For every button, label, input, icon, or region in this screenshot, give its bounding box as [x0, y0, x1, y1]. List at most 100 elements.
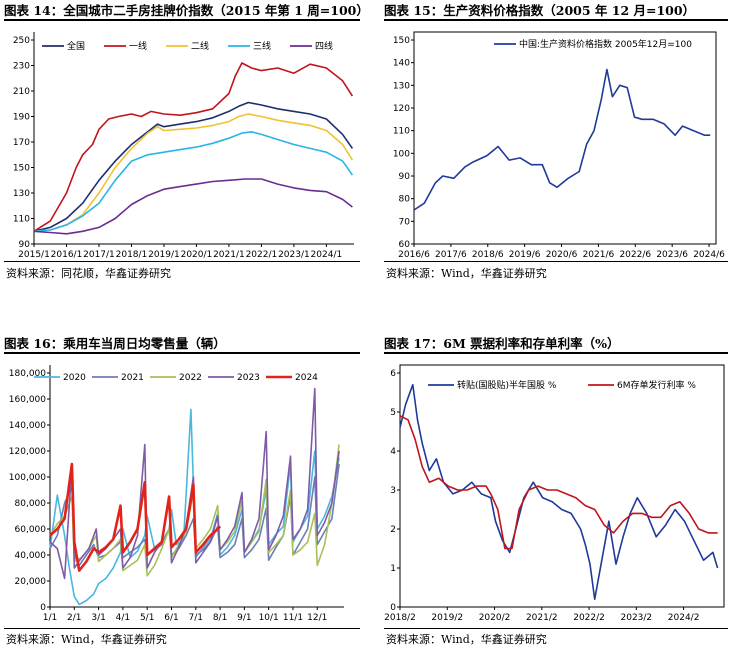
title-rule: [384, 19, 728, 21]
y-tick-label: 120: [393, 104, 410, 114]
x-tick-label: 2020/2: [479, 613, 511, 623]
x-tick-label: 3/1: [91, 613, 105, 623]
legend-label: 转贴(国股贴)半年国股 %: [457, 379, 557, 391]
x-tick-label: 2024/1: [311, 250, 343, 260]
x-tick-label: 2/1: [67, 613, 81, 623]
title-rule: [4, 352, 360, 354]
x-tick-label: 2017/6: [435, 250, 467, 260]
chart-title: 图表 16：乘用车当周日均零售量（辆）: [4, 336, 226, 351]
title-rule: [4, 19, 360, 21]
x-tick-label: 8/1: [213, 613, 227, 623]
series-line-中国:生产资料价格指数 2005年12月=100: [413, 68, 711, 211]
y-tick-label: 110: [13, 215, 30, 225]
chart-panel-16: 图表 16：乘用车当周日均零售量（辆） 0 20,000 40,000 60,000 8…: [4, 333, 360, 652]
y-tick-label: 20,000: [15, 577, 47, 587]
source-rule: [384, 628, 728, 629]
y-tick-label: 6: [390, 369, 396, 379]
source-rule: [384, 261, 728, 262]
source-rule: [4, 628, 360, 629]
chart-title: 图表 17：6M 票据利率和存单利率（%）: [384, 336, 620, 351]
x-tick-label: 2022/6: [619, 250, 651, 260]
x-tick-label: 2018/1: [116, 250, 148, 260]
x-tick-label: 2015/1: [18, 250, 50, 260]
legend-label: 二线: [191, 40, 209, 52]
title-rule: [384, 352, 728, 354]
legend-label: 一线: [129, 40, 147, 52]
line-chart: 0 1 2 3 4 5 6 2018/2 2019/2 2020/2 2021/2 2022/2 202…: [384, 364, 725, 623]
y-tick-label: 60,000: [15, 525, 47, 535]
y-tick-label: 180,000: [9, 369, 46, 379]
x-tick-label: 2019/6: [509, 250, 541, 260]
x-tick-label: 2016/1: [51, 250, 83, 260]
chart-panel-14: 图表 14：全国城市二手房挂牌价指数（2015 年第 1 周=100） 90 11…: [4, 0, 369, 300]
x-tick-label: 12/1: [307, 613, 327, 623]
y-tick-label: 3: [390, 486, 396, 496]
y-tick-label: 150: [393, 36, 410, 46]
y-tick-label: 100: [393, 149, 410, 159]
line-chart: 60 70 80 90 100 110 120 130 140 150 2016/6 2017/6 20…: [393, 31, 725, 260]
x-tick-label: 2019/1: [148, 250, 180, 260]
x-tick-label: 1/1: [43, 613, 57, 623]
x-tick-label: 2018/6: [472, 250, 504, 260]
source-note: 资料来源：Wind，华鑫证券研究: [386, 267, 547, 280]
series-line-6M存单发行利率 %: [399, 415, 718, 550]
y-tick-label: 5: [390, 408, 396, 418]
chart-panel-15: 图表 15：生产资料价格指数（2005 年 12 月=100） 60 70 80 90…: [384, 0, 728, 300]
x-tick-label: 11/1: [283, 613, 303, 623]
line-chart: 0 20,000 40,000 60,000 80,000 100,000 120,000 1…: [9, 365, 344, 623]
series-line-三线: [33, 131, 354, 233]
x-tick-label: 2020/1: [181, 250, 213, 260]
source-note: 资料来源：Wind，华鑫证券研究: [386, 633, 547, 646]
source-note: 资料来源：同花顺，华鑫证券研究: [6, 267, 171, 280]
y-tick-label: 70: [399, 217, 411, 227]
x-tick-label: 2019/2: [431, 613, 463, 623]
y-tick-label: 110: [393, 127, 410, 137]
y-tick-label: 210: [13, 87, 30, 97]
chart-title: 图表 15：生产资料价格指数（2005 年 12 月=100）: [384, 3, 696, 18]
y-tick-label: 170: [13, 138, 30, 148]
x-tick-label: 2021/6: [583, 250, 615, 260]
x-tick-label: 7/1: [189, 613, 203, 623]
series-line-2024: [49, 462, 222, 572]
x-tick-label: 2020/6: [546, 250, 578, 260]
y-tick-label: 250: [13, 36, 30, 46]
y-tick-label: 40,000: [15, 551, 47, 561]
legend-label: 全国: [67, 40, 85, 52]
y-tick-label: 2: [390, 525, 396, 535]
x-tick-label: 4/1: [116, 613, 130, 623]
y-tick-label: 90: [19, 240, 31, 250]
y-tick-label: 90: [399, 172, 411, 182]
x-tick-label: 10/1: [259, 613, 279, 623]
series-line-转贴(国股贴)半年国股 %: [399, 383, 719, 600]
legend-label: 6M存单发行利率 %: [617, 379, 696, 391]
y-tick-label: 0: [390, 603, 396, 613]
x-tick-label: 6/1: [164, 613, 178, 623]
legend-label: 2021: [121, 373, 144, 383]
x-tick-label: 2016/6: [398, 250, 430, 260]
legend-label: 2022: [179, 373, 202, 383]
y-tick-label: 130: [393, 81, 410, 91]
legend-label: 三线: [253, 40, 271, 52]
x-tick-label: 2022/1: [246, 250, 278, 260]
chart-title: 图表 14：全国城市二手房挂牌价指数（2015 年第 1 周=100）: [4, 3, 369, 18]
x-tick-label: 2021/1: [213, 250, 245, 260]
x-tick-label: 2024/2: [668, 613, 700, 623]
x-tick-label: 2024/6: [693, 250, 725, 260]
plot-frame: [413, 31, 717, 245]
x-tick-label: 9/1: [237, 613, 251, 623]
legend-label: 2020: [63, 373, 86, 383]
y-tick-label: 230: [13, 62, 30, 72]
series-line-一线: [33, 62, 354, 232]
y-tick-label: 80: [399, 195, 411, 205]
y-tick-label: 1: [390, 564, 396, 574]
y-tick-label: 130: [13, 189, 30, 199]
x-tick-label: 2022/2: [573, 613, 605, 623]
source-note: 资料来源：Wind，华鑫证券研究: [6, 633, 167, 646]
series-line-二线: [33, 113, 354, 233]
legend-label: 中国:生产资料价格指数 2005年12月=100: [519, 38, 692, 50]
legend-label: 2024: [295, 373, 318, 383]
y-tick-label: 140: [393, 59, 410, 69]
y-tick-label: 80,000: [15, 499, 47, 509]
y-tick-label: 150: [13, 164, 30, 174]
